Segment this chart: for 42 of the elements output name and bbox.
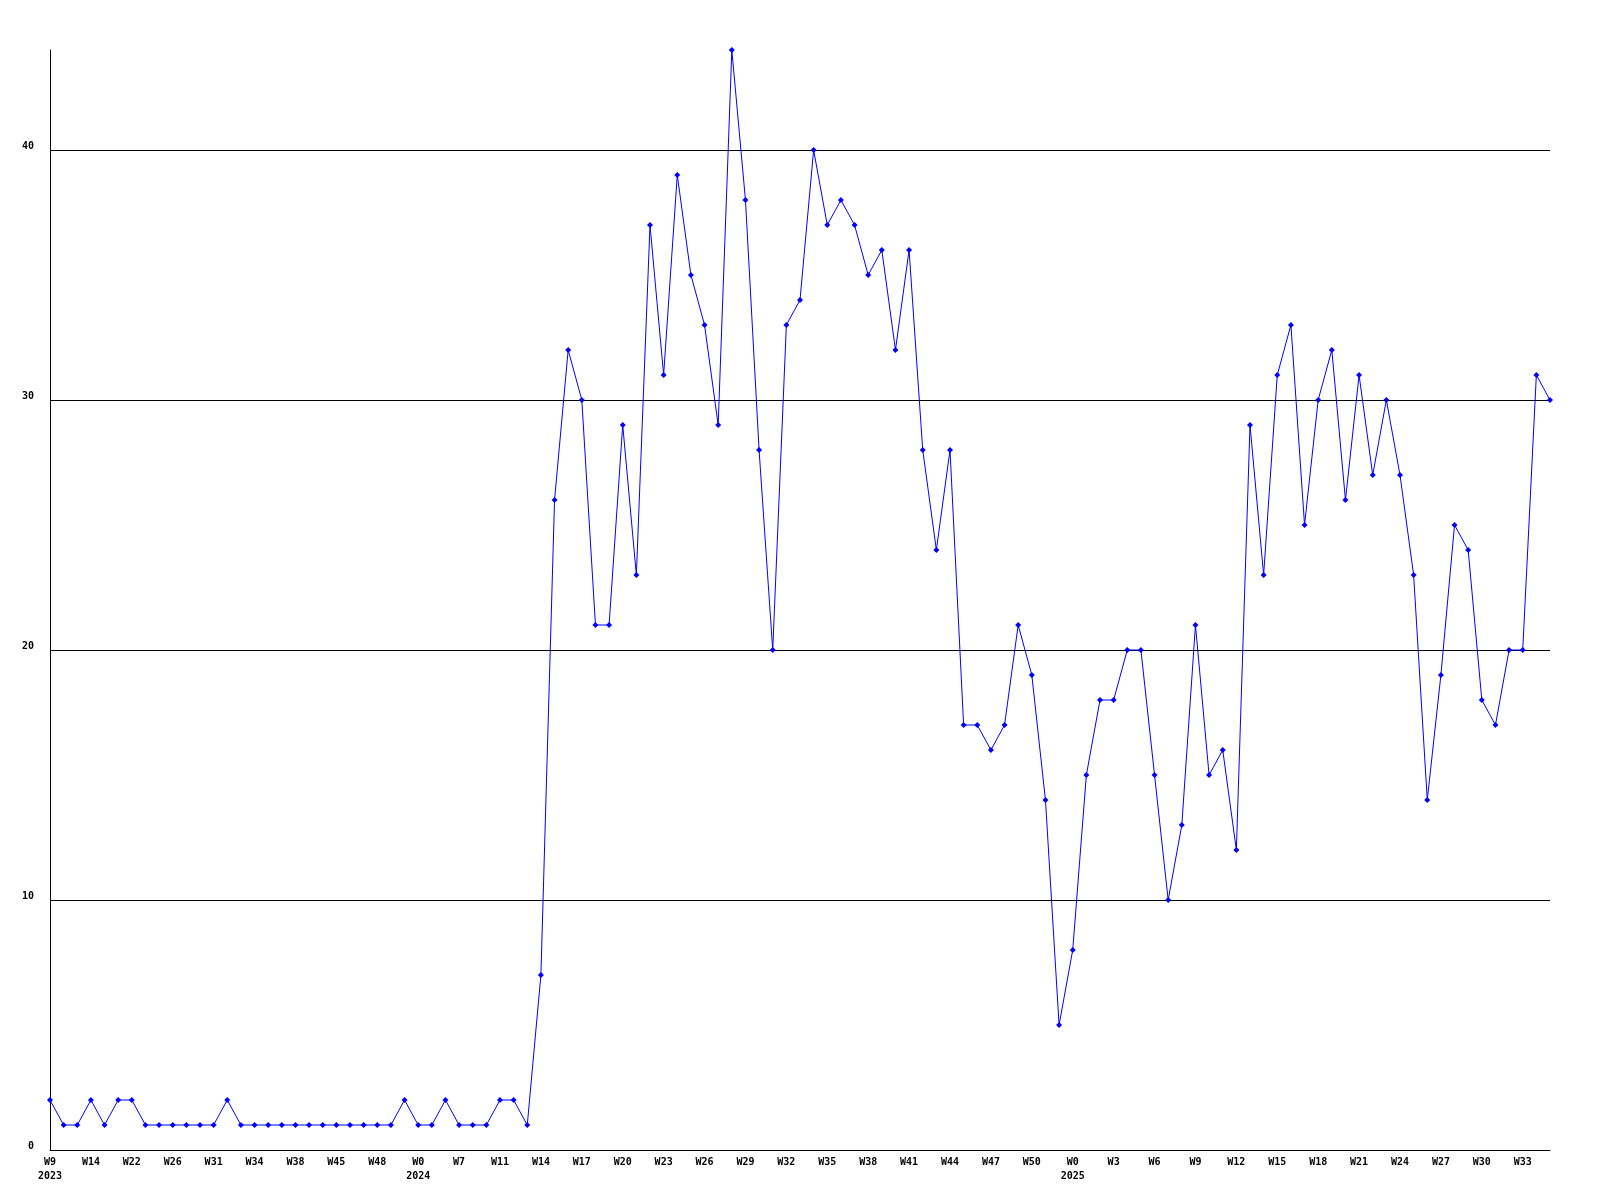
x-tick-label: W21 [1350,1155,1369,1167]
x-tick-label: W34 [245,1155,264,1167]
y-tick-label: 0 [27,1139,34,1151]
x-tick-label: W18 [1309,1155,1328,1167]
y-tick-label: 10 [21,889,34,901]
x-tick-label: W45 [327,1155,346,1167]
x-tick-label: W20 [613,1155,632,1167]
x-tick-label: W12 [1227,1155,1246,1167]
x-tick-label: W47 [981,1155,1000,1167]
y-tick-label: 30 [21,389,34,401]
x-tick-label: W9 2023 [37,1155,63,1181]
x-tick-label: W38 [286,1155,305,1167]
x-tick-label: W3 [1107,1155,1120,1167]
x-tick-label: W24 [1390,1155,1410,1167]
x-tick-label: W48 [368,1155,387,1167]
x-tick-label: W9 [1189,1155,1202,1167]
x-tick-label: W11 [490,1155,510,1167]
x-tick-label: W38 [859,1155,878,1167]
x-tick-label: W0 2024 [406,1155,431,1181]
x-tick-label: W31 [204,1155,223,1167]
x-tick-label: W23 [654,1155,673,1167]
y-tick-label: 20 [21,639,34,651]
x-tick-label: W44 [940,1155,960,1167]
x-tick-label: W30 [1472,1155,1491,1167]
x-tick-label: W50 [1022,1155,1041,1167]
x-tick-label: W17 [572,1155,591,1167]
x-tick-label: W7 [453,1155,466,1167]
x-tick-label: W26 [163,1155,182,1167]
x-tick-label: W14 [81,1155,100,1167]
x-tick-label: W29 [736,1155,755,1167]
x-tick-label: W6 [1148,1155,1161,1167]
x-tick-label: W0 2025 [1060,1155,1085,1181]
x-tick-label: W14 [531,1155,550,1167]
x-tick-label: W32 [777,1155,796,1167]
x-tick-label: W41 [900,1155,919,1167]
x-tick-label: W15 [1268,1155,1287,1167]
y-tick-label: 40 [21,139,34,151]
x-tick-label: W26 [695,1155,714,1167]
x-tick-label: W22 [122,1155,141,1167]
x-tick-label: W35 [818,1155,837,1167]
x-tick-label: W27 [1431,1155,1450,1167]
x-tick-label: W33 [1513,1155,1532,1167]
